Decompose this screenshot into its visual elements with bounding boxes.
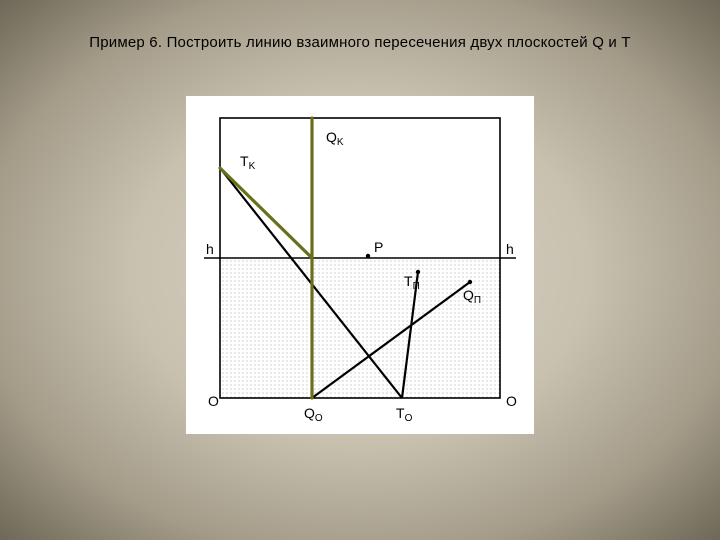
svg-text:h: h — [206, 241, 214, 257]
svg-text:QK: QK — [326, 129, 344, 148]
svg-text:O: O — [208, 393, 219, 409]
slide-title: Пример 6. Построить линию взаимного пере… — [0, 34, 720, 51]
svg-text:QO: QO — [304, 405, 323, 424]
svg-text:TO: TO — [396, 405, 413, 424]
svg-text:P: P — [374, 239, 383, 255]
svg-text:O: O — [506, 393, 517, 409]
slide-stage: { "title": "Пример 6. Построить линию вз… — [0, 0, 720, 540]
diagram-figure: QKTKhhPTПQПOOQOTO — [186, 96, 534, 434]
svg-text:TK: TK — [240, 153, 256, 172]
diagram-svg: QKTKhhPTПQПOOQOTO — [186, 96, 534, 434]
svg-text:h: h — [506, 241, 514, 257]
